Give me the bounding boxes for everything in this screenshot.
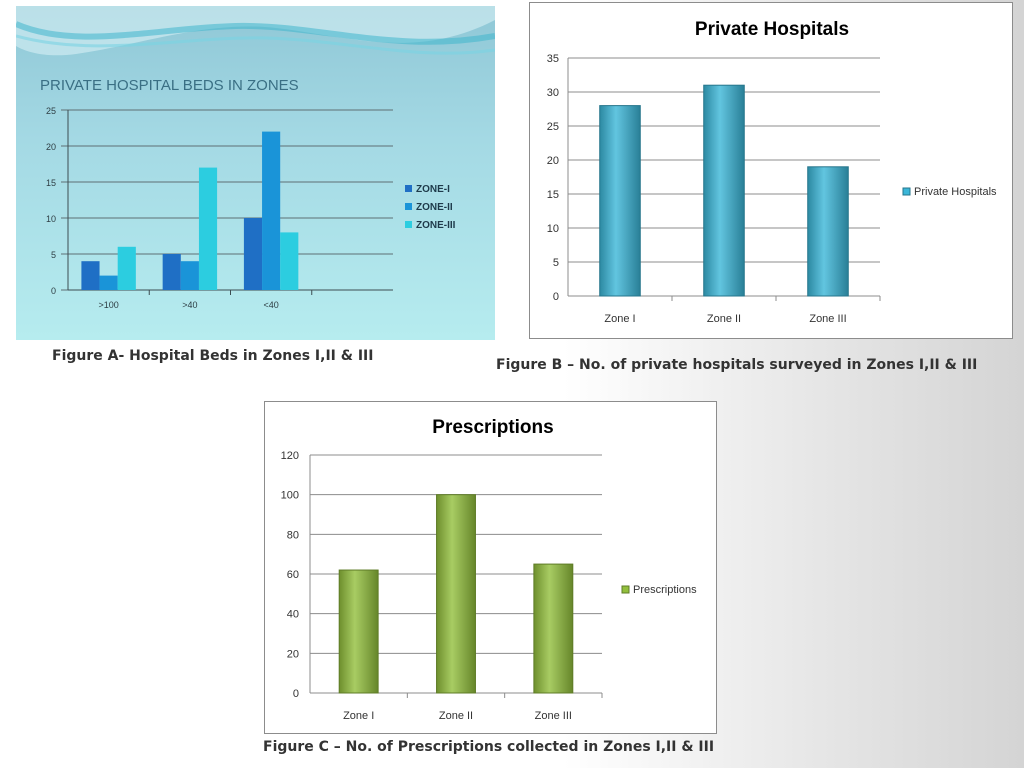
y-tick-label: 5 [553,257,559,269]
y-tick-label: 80 [287,529,299,541]
y-tick-label: 15 [46,178,56,188]
y-tick-label: 0 [553,291,559,303]
bar-zone-i-0 [81,261,100,290]
bar-zone-ii-0 [99,275,118,290]
y-tick-label: 25 [547,121,559,133]
figure-a-panel: PRIVATE HOSPITAL BEDS IN ZONES 0 5 10 15 20 25… [16,6,495,340]
y-tick-label: 20 [287,648,299,660]
x-tick-label: >100 [98,300,118,310]
legend-label: Private Hospitals [914,186,997,198]
chart-hospital-beds: PRIVATE HOSPITAL BEDS IN ZONES 0 5 10 15 20 25… [16,6,495,310]
y-tick-label: 5 [51,250,56,260]
legend-label: Prescriptions [633,584,697,596]
legend-swatch [405,185,412,192]
y-tick-label: 40 [287,609,299,621]
x-tick-label: Zone I [604,313,635,325]
chart-title: Prescriptions [432,417,553,438]
legend-label: ZONE-III [416,220,456,231]
legend-label: ZONE-I [416,184,450,195]
bar-zone-ii-1 [180,261,199,290]
figure-a-caption: Figure A- Hospital Beds in Zones I,II & … [52,348,374,364]
legend-swatch [902,187,911,196]
y-tick-label: 0 [293,688,299,700]
y-tick-label: 20 [547,155,559,167]
y-tick-label: 30 [547,87,559,99]
bar-prescriptions-2 [533,563,574,694]
x-tick-label: Zone III [535,710,572,722]
x-tick-label: Zone III [809,313,846,325]
bar-zone-iii-2 [280,232,299,290]
bar-private-hospitals-0 [599,105,641,297]
legend-swatch [405,221,412,228]
y-tick-label: 25 [46,106,56,116]
legend-swatch [621,585,630,594]
figure-c-panel: Prescriptions 0 20 40 60 80 100 120 Zone I Zone I… [264,401,717,734]
x-tick-label: Zone II [439,710,473,722]
y-tick-label: 35 [547,53,559,65]
figure-b-caption: Figure B – No. of private hospitals surv… [496,357,978,373]
y-tick-label: 120 [281,450,299,462]
x-tick-label: >40 [182,300,197,310]
x-tick-label: <40 [263,300,278,310]
y-tick-label: 15 [547,189,559,201]
y-tick-label: 20 [46,142,56,152]
bar-prescriptions-0 [338,569,379,694]
y-tick-label: 100 [281,490,299,502]
y-tick-label: 60 [287,569,299,581]
bar-zone-iii-0 [117,246,136,290]
chart-prescriptions: Prescriptions 0 20 40 60 80 100 120 Zone I Zone I… [281,417,697,722]
x-tick-label: Zone I [343,710,374,722]
figure-b-panel: Private Hospitals 0 5 10 15 20 25 30 35 Zone I Zon… [529,2,1013,339]
y-tick-label: 10 [547,223,559,235]
chart-title: PRIVATE HOSPITAL BEDS IN ZONES [40,77,299,94]
chart-private-hospitals: Private Hospitals 0 5 10 15 20 25 30 35 Zone I Zon… [547,19,997,325]
bar-private-hospitals-2 [807,166,849,297]
bar-zone-ii-2 [262,131,281,290]
legend-swatch [405,203,412,210]
bar-prescriptions-1 [436,494,476,694]
y-tick-label: 10 [46,214,56,224]
bar-zone-iii-1 [198,167,218,290]
bar-private-hospitals-1 [703,84,745,297]
chart-title: Private Hospitals [695,19,849,40]
figure-c-caption: Figure C – No. of Prescriptions collecte… [263,739,715,755]
bar-zone-i-2 [243,218,263,290]
y-tick-label: 0 [51,286,56,296]
x-tick-label: Zone II [707,313,741,325]
bar-zone-i-1 [162,254,181,290]
legend-label: ZONE-II [416,202,453,213]
